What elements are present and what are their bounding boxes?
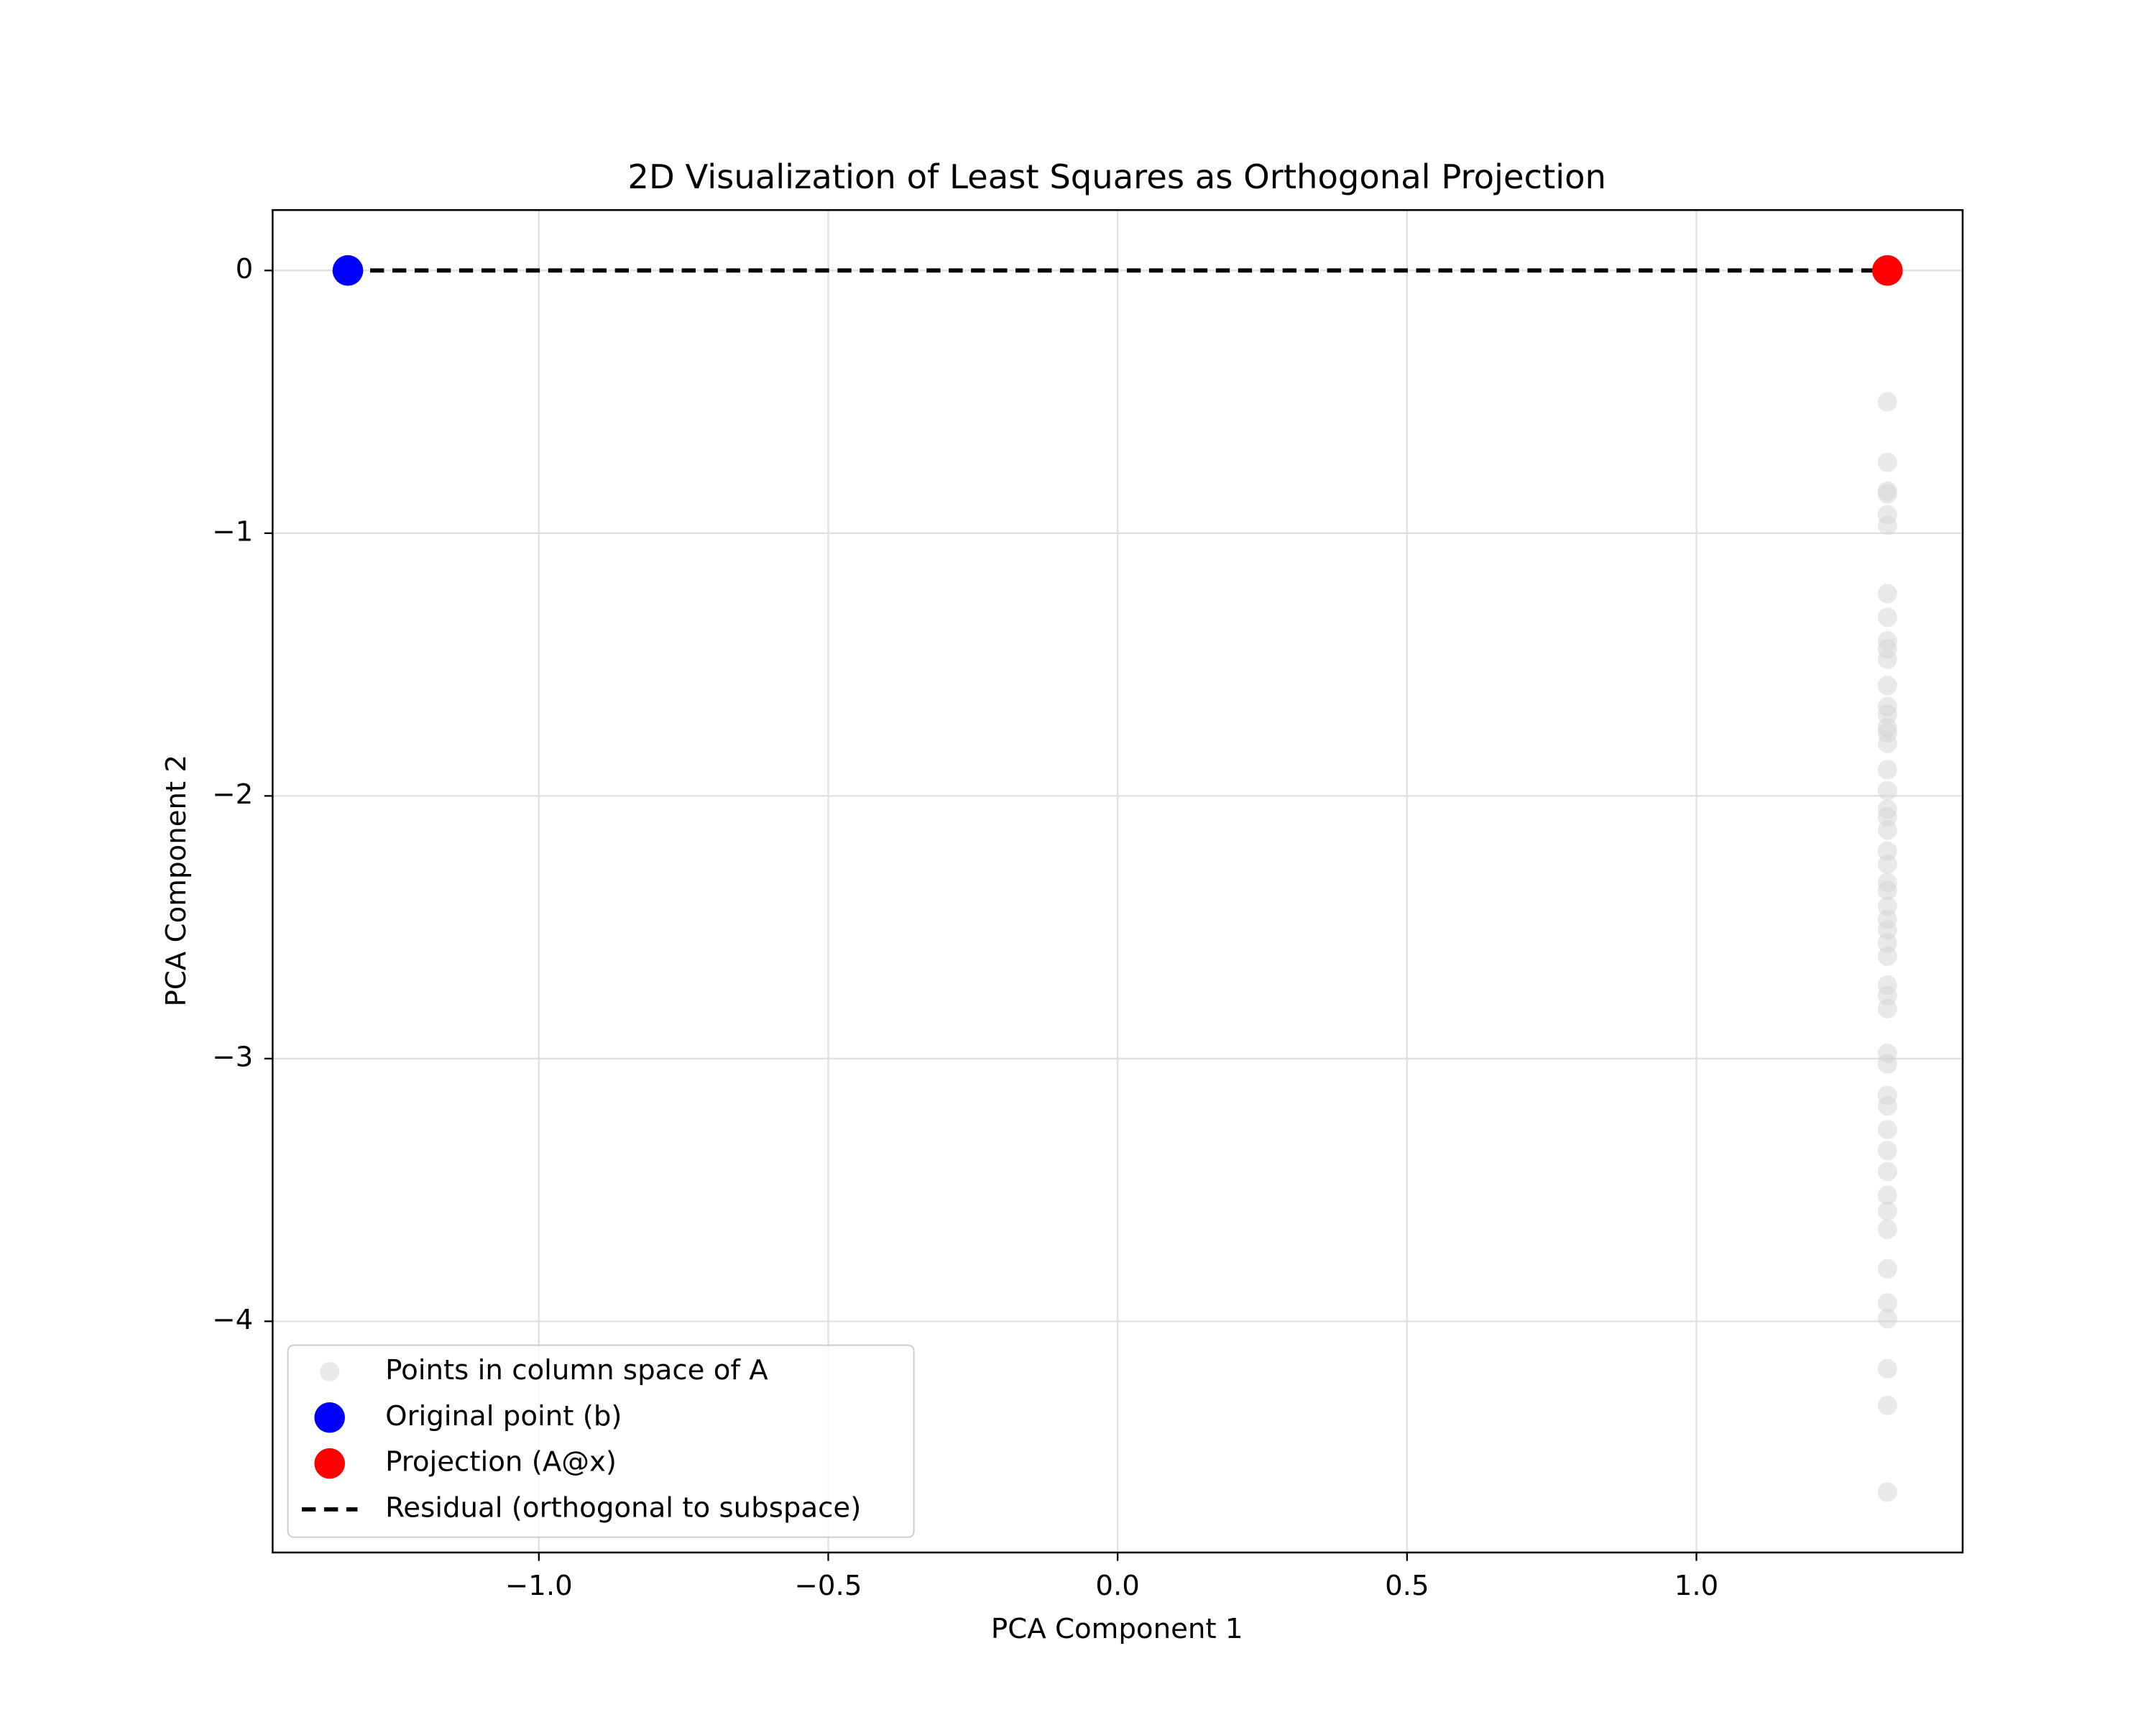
point xyxy=(1877,1201,1897,1221)
point xyxy=(1877,584,1897,604)
point xyxy=(1877,820,1897,840)
point xyxy=(1877,880,1897,901)
point xyxy=(1877,1096,1897,1116)
point xyxy=(1877,946,1897,966)
point xyxy=(1871,255,1903,286)
y-tick-label: −4 xyxy=(212,1304,253,1336)
point xyxy=(1877,1185,1897,1205)
point xyxy=(1877,1358,1897,1379)
point xyxy=(1877,1219,1897,1239)
point xyxy=(1877,1395,1897,1415)
point xyxy=(1877,1482,1897,1502)
x-axis-label: PCA Component 1 xyxy=(991,1613,1243,1645)
legend-label: Points in column space of A xyxy=(385,1354,768,1386)
point xyxy=(1877,1119,1897,1140)
point xyxy=(332,255,364,286)
legend-label: Residual (orthogonal to subspace) xyxy=(385,1492,861,1524)
x-tick-label: 0.0 xyxy=(1095,1570,1140,1602)
chart-title: 2D Visualization of Least Squares as Ort… xyxy=(627,157,1606,196)
point xyxy=(1877,854,1897,874)
point xyxy=(1877,998,1897,1018)
point xyxy=(1877,781,1897,801)
legend-label: Projection (A@x) xyxy=(385,1446,617,1478)
point xyxy=(1877,515,1897,535)
y-tick-label: −3 xyxy=(212,1041,253,1073)
x-tick-label: 0.5 xyxy=(1385,1570,1429,1602)
legend-marker xyxy=(320,1361,340,1381)
point xyxy=(1877,452,1897,472)
y-tick-label: −2 xyxy=(212,778,253,811)
point xyxy=(1877,760,1897,780)
legend-marker xyxy=(314,1402,345,1433)
y-tick-label: 0 xyxy=(236,253,254,285)
point xyxy=(1877,1293,1897,1313)
point xyxy=(1877,484,1897,504)
legend-label: Original point (b) xyxy=(385,1400,622,1432)
y-axis-label: PCA Component 2 xyxy=(160,755,193,1007)
x-tick-label: 1.0 xyxy=(1674,1570,1719,1602)
point xyxy=(1877,1054,1897,1074)
plot-area xyxy=(332,255,1903,1502)
x-tick-label: −0.5 xyxy=(795,1570,862,1602)
legend: Points in column space of A Original poin… xyxy=(287,1344,915,1538)
point xyxy=(1877,607,1897,627)
point xyxy=(1877,1259,1897,1279)
point xyxy=(1877,392,1897,412)
x-tick-label: −1.0 xyxy=(505,1570,573,1602)
point xyxy=(1877,1162,1897,1182)
legend-marker xyxy=(314,1448,345,1479)
point xyxy=(1877,1141,1897,1161)
point xyxy=(1877,1309,1897,1329)
y-tick-label: −1 xyxy=(212,515,253,548)
point xyxy=(1877,649,1897,669)
point xyxy=(1877,676,1897,696)
legend-box xyxy=(287,1344,915,1538)
point xyxy=(1877,733,1897,753)
